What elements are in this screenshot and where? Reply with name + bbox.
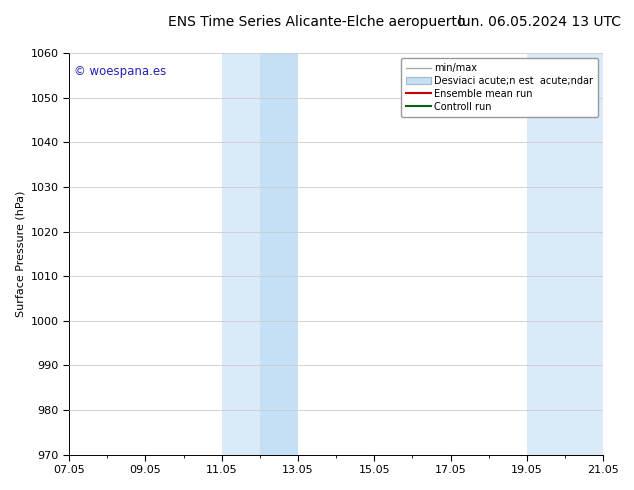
Bar [222,53,260,455]
Text: © woespana.es: © woespana.es [74,65,167,78]
Bar [565,53,603,455]
Bar [260,53,298,455]
Text: lun. 06.05.2024 13 UTC: lun. 06.05.2024 13 UTC [458,15,621,29]
Y-axis label: Surface Pressure (hPa): Surface Pressure (hPa) [15,191,25,317]
Text: ENS Time Series Alicante-Elche aeropuerto: ENS Time Series Alicante-Elche aeropuert… [168,15,466,29]
Bar [527,53,565,455]
Legend: min/max, Desviaci acute;n est  acute;ndar, Ensemble mean run, Controll run: min/max, Desviaci acute;n est acute;ndar… [401,58,598,117]
